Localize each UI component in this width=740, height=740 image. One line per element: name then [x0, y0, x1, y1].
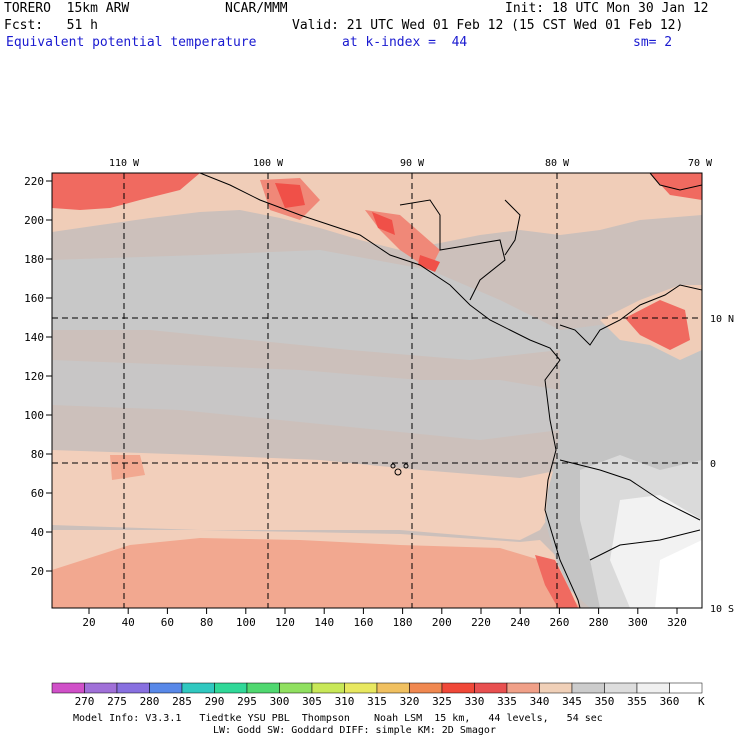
- colorbar-level-label: 355: [627, 695, 647, 708]
- y-tick-label: 80: [31, 448, 44, 461]
- x-tick-label: 200: [432, 616, 452, 629]
- smoothing-label: sm= 2: [633, 35, 673, 50]
- colorbar-swatch: [539, 682, 573, 694]
- x-tick-label: 60: [161, 616, 174, 629]
- x-tick-label: 140: [314, 616, 334, 629]
- grid-lines: [52, 173, 702, 608]
- y-tick-label: 120: [24, 370, 44, 383]
- colorbar-level-label: 330: [465, 695, 485, 708]
- colorbar-swatch: [116, 682, 150, 694]
- colorbar-level-label: 315: [367, 695, 387, 708]
- colorbar-level-label: 325: [432, 695, 452, 708]
- model-info-line1: Model Info: V3.3.1 Tiedtke YSU PBL Thomp…: [73, 713, 603, 724]
- longitude-label: 100 W: [253, 158, 284, 169]
- colorbar-swatch: [474, 682, 508, 694]
- longitude-label: 80 W: [545, 158, 570, 169]
- level-label: at k-index = 44: [342, 35, 468, 50]
- colorbar-swatch: [604, 682, 638, 694]
- colorbar-swatch: [409, 682, 443, 694]
- y-axis: 220 200 180 160 140 120 100 80 60 40 20: [24, 175, 52, 578]
- y-tick-label: 200: [24, 214, 44, 227]
- forecast-hour: Fcst: 51 h: [4, 18, 98, 33]
- x-tick-label: 280: [589, 616, 609, 629]
- colorbar-swatch: [149, 682, 183, 694]
- x-tick-label: 240: [510, 616, 530, 629]
- colorbar-swatch: [246, 682, 280, 694]
- y-tick-label: 140: [24, 331, 44, 344]
- field-name: Equivalent potential temperature: [6, 35, 257, 50]
- colorbar-swatch: [344, 682, 378, 694]
- y-tick-label: 40: [31, 526, 44, 539]
- model-label: TORERO 15km ARW: [4, 1, 130, 16]
- colorbar-level-label: 300: [270, 695, 290, 708]
- x-axis: 20 40 60 80 100 120 140 160 180 200 220 240 260 280 30…: [82, 608, 687, 629]
- colorbar-level-label: 350: [595, 695, 615, 708]
- x-tick-label: 220: [471, 616, 491, 629]
- y-tick-label: 60: [31, 487, 44, 500]
- colorbar-swatch: [441, 682, 475, 694]
- colorbar-swatch: [279, 682, 313, 694]
- y-tick-label: 160: [24, 292, 44, 305]
- colorbar-level-label: 290: [205, 695, 225, 708]
- x-tick-label: 320: [667, 616, 687, 629]
- latitude-label: 0: [710, 459, 716, 470]
- longitude-label: 70 W: [688, 158, 713, 169]
- y-tick-label: 100: [24, 409, 44, 422]
- x-tick-label: 160: [353, 616, 373, 629]
- latitude-label: 10 S: [710, 604, 734, 615]
- colorbar-swatch: [669, 682, 703, 694]
- colorbar-level-label: 280: [140, 695, 160, 708]
- colorbar-level-label: 305: [302, 695, 322, 708]
- colorbar-level-label: 335: [497, 695, 517, 708]
- x-tick-label: 120: [275, 616, 295, 629]
- valid-time: Valid: 21 UTC Wed 01 Feb 12 (15 CST Wed …: [292, 18, 684, 33]
- colorbar-level-label: 275: [107, 695, 127, 708]
- colorbar-level-label: 360: [660, 695, 680, 708]
- colorbar-unit: K: [698, 695, 705, 708]
- init-time: Init: 18 UTC Mon 30 Jan 12: [505, 1, 709, 16]
- y-tick-label: 180: [24, 253, 44, 266]
- x-tick-label: 80: [200, 616, 213, 629]
- x-tick-label: 20: [82, 616, 95, 629]
- latitude-labels: 10 N 0 10 S: [710, 314, 734, 615]
- colorbar-swatch: [311, 682, 345, 694]
- y-tick-label: 220: [24, 175, 44, 188]
- longitude-label: 110 W: [109, 158, 140, 169]
- x-tick-label: 300: [628, 616, 648, 629]
- colorbar-swatch: [376, 682, 410, 694]
- model-info-line2: LW: Godd SW: Goddard DIFF: simple KM: 2D…: [213, 725, 496, 736]
- org-label: NCAR/MMM: [225, 1, 288, 16]
- colorbar-level-label: 285: [172, 695, 192, 708]
- colorbar-swatch: [571, 682, 605, 694]
- colorbar-level-label: 345: [562, 695, 582, 708]
- y-tick-label: 20: [31, 565, 44, 578]
- longitude-label: 90 W: [400, 158, 425, 169]
- colorbar-level-label: 270: [75, 695, 95, 708]
- x-tick-label: 100: [236, 616, 256, 629]
- colorbar-swatch: [51, 682, 85, 694]
- colorbar-swatch: [506, 682, 540, 694]
- colorbar-swatch: [181, 682, 215, 694]
- longitude-labels: 110 W 100 W 90 W 80 W 70 W: [109, 158, 713, 169]
- colorbar-level-label: 320: [400, 695, 420, 708]
- colorbar-swatch: [214, 682, 248, 694]
- plot-frame: [51, 172, 703, 609]
- colorbar: 270 275 280 285 290 295 300 305 310 315 320 325 330 3…: [51, 682, 703, 708]
- colorbar-level-label: 310: [335, 695, 355, 708]
- latitude-label: 10 N: [710, 314, 734, 325]
- colorbar-level-label: 340: [530, 695, 550, 708]
- colorbar-swatch: [636, 682, 670, 694]
- x-tick-label: 260: [549, 616, 569, 629]
- x-tick-label: 180: [393, 616, 413, 629]
- colorbar-level-label: 295: [237, 695, 257, 708]
- x-tick-label: 40: [122, 616, 135, 629]
- theta-e-field: [52, 173, 702, 608]
- colorbar-swatch: [84, 682, 118, 694]
